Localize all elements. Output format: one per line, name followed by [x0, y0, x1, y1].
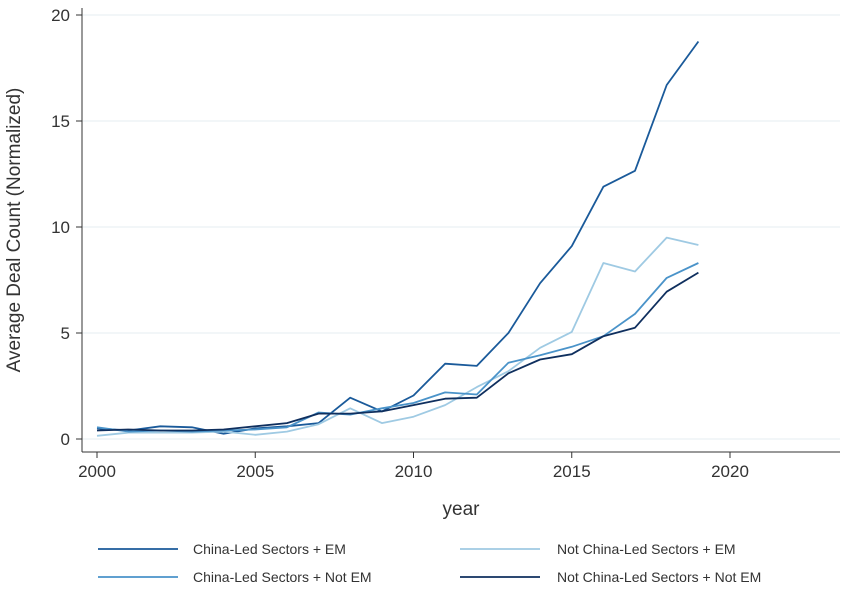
x-tick-label-2000: 2000 [78, 462, 116, 481]
x-tick-label-2020: 2020 [711, 462, 749, 481]
axes [76, 8, 840, 458]
y-tick-label-0: 0 [61, 430, 70, 449]
y-tick-label-10: 10 [51, 218, 70, 237]
tick-labels: 0 5 10 15 20 2000 2005 2010 2015 2020 [51, 6, 749, 481]
legend-label-1: China-Led Sectors + EM [193, 541, 346, 557]
y-tick-label-5: 5 [61, 324, 70, 343]
legend-label-2: Not China-Led Sectors + EM [557, 541, 736, 557]
x-tick-label-2005: 2005 [236, 462, 274, 481]
x-axis-title: year [443, 499, 481, 520]
legend-label-3: China-Led Sectors + Not EM [193, 569, 372, 585]
series-line-1 [97, 42, 698, 434]
y-axis-title: Average Deal Count (Normalized) [4, 88, 25, 373]
legend: China-Led Sectors + EM Not China-Led Sect… [98, 541, 761, 585]
gridlines [82, 15, 840, 439]
y-tick-label-15: 15 [51, 112, 70, 131]
series-line-3 [97, 263, 698, 432]
x-tick-label-2015: 2015 [553, 462, 591, 481]
series-lines [97, 42, 698, 436]
legend-label-4: Not China-Led Sectors + Not EM [557, 569, 761, 585]
x-tick-label-2010: 2010 [395, 462, 433, 481]
series-line-4 [97, 273, 698, 431]
y-tick-label-20: 20 [51, 6, 70, 25]
